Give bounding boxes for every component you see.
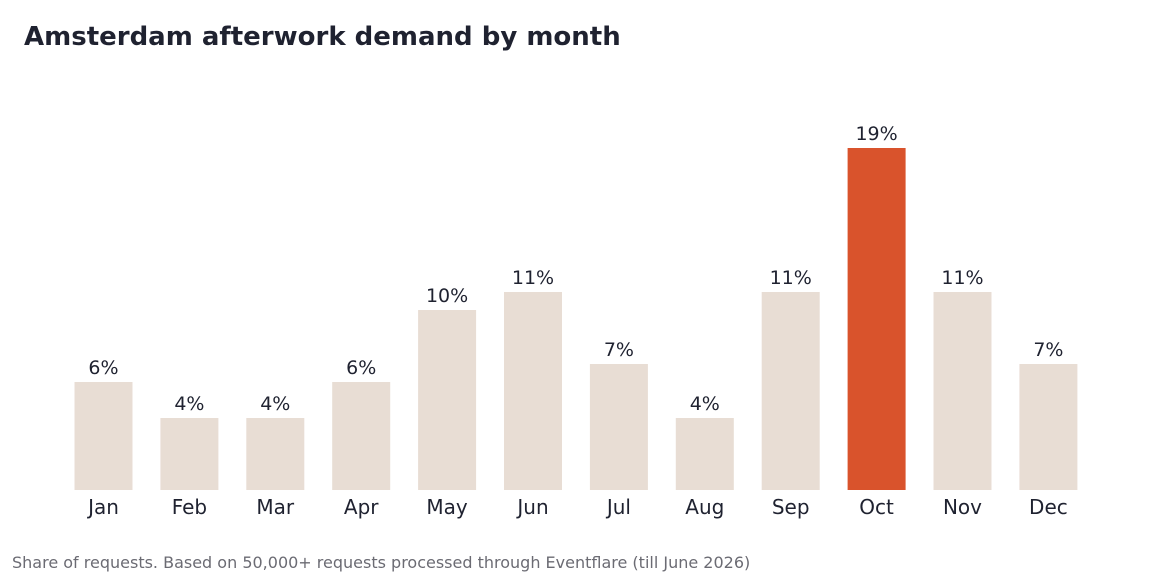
- value-label-feb: 4%: [174, 393, 204, 415]
- bar-apr: [332, 382, 391, 490]
- value-labels-group: 6% 4% 4% 6% 10% 11% 7% 4% 11% 19% 11% 7%: [88, 123, 1063, 415]
- value-label-nov: 11%: [941, 267, 983, 289]
- value-label-sep: 11%: [770, 267, 812, 289]
- tick-label-aug: Aug: [685, 495, 724, 519]
- bar-jun: [504, 292, 562, 490]
- tick-label-may: May: [426, 495, 468, 519]
- chart-footnote: Share of requests. Based on 50,000+ requ…: [12, 553, 751, 572]
- value-label-jun: 11%: [512, 267, 554, 289]
- bar-dec: [1019, 364, 1078, 490]
- value-label-dec: 7%: [1033, 339, 1063, 361]
- bar-sep: [761, 292, 820, 490]
- value-label-aug: 4%: [690, 393, 720, 415]
- tick-label-sep: Sep: [772, 495, 810, 519]
- tick-label-jan: Jan: [86, 495, 119, 519]
- tick-label-apr: Apr: [344, 495, 379, 519]
- bar-jan: [74, 382, 133, 490]
- bar-nov: [933, 292, 992, 490]
- bar-may: [418, 310, 477, 490]
- tick-label-jun: Jun: [515, 495, 548, 519]
- tick-label-oct: Oct: [859, 495, 894, 519]
- value-label-apr: 6%: [346, 357, 376, 379]
- tick-label-jul: Jul: [605, 495, 631, 519]
- bars-group: [74, 148, 1078, 490]
- x-axis-tick-labels: Jan Feb Mar Apr May Jun Jul Aug Sep Oct Nov Dec: [86, 495, 1068, 519]
- value-label-jan: 6%: [88, 357, 118, 379]
- value-label-may: 10%: [426, 285, 468, 307]
- bar-feb: [160, 418, 219, 490]
- tick-label-feb: Feb: [172, 495, 207, 519]
- bar-aug: [675, 418, 734, 490]
- value-label-oct: 19%: [855, 123, 897, 145]
- tick-label-dec: Dec: [1029, 495, 1068, 519]
- bar-mar: [246, 418, 305, 490]
- bar-jul: [589, 364, 648, 490]
- value-label-jul: 7%: [604, 339, 634, 361]
- value-label-mar: 4%: [260, 393, 290, 415]
- chart-title: Amsterdam afterwork demand by month: [24, 22, 621, 52]
- tick-label-mar: Mar: [256, 495, 295, 519]
- bar-oct: [847, 148, 906, 490]
- tick-label-nov: Nov: [943, 495, 982, 519]
